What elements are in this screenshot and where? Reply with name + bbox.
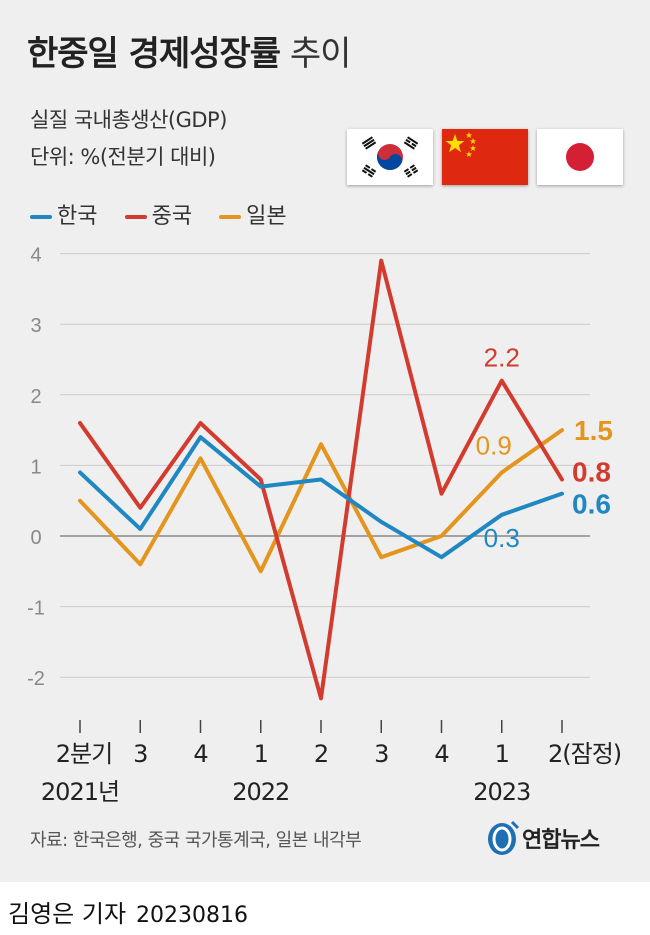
x-tick-label: 4: [434, 740, 448, 768]
legend-label-china: 중국: [151, 204, 193, 229]
data-label: 0.6: [572, 489, 611, 520]
yonhap-logo-icon: [488, 820, 520, 855]
publish-date: 20230816: [136, 903, 249, 928]
x-tick-label: 1: [254, 740, 268, 768]
china-flag-icon: [442, 129, 528, 185]
page-title: 한중일 경제성장률 추이: [27, 26, 352, 75]
y-tick-label: -1: [27, 598, 45, 620]
x-tick-label: 3: [133, 740, 147, 768]
legend-swatch-china: [124, 215, 147, 219]
legend: 한국 중국 일본: [30, 198, 309, 230]
data-label: 2.2: [484, 343, 520, 373]
reporter-name: 김영은 기자: [8, 900, 127, 928]
source-note: 자료: 한국은행, 중국 국가통계국, 일본 내각부: [30, 830, 362, 851]
series-line-0: [78, 435, 564, 560]
y-tick-label: -2: [27, 668, 45, 690]
logo-text: 연합뉴스: [522, 828, 600, 853]
legend-swatch-japan: [219, 215, 242, 219]
legend-label-japan: 일본: [246, 204, 287, 229]
south-korea-flag-icon: [347, 129, 433, 185]
legend-item-china: 중국: [124, 198, 193, 230]
legend-swatch-korea: [30, 215, 52, 219]
y-tick-label: 4: [30, 245, 41, 267]
data-label: 1.5: [574, 415, 613, 446]
y-tick-label: 2: [30, 386, 41, 408]
title-bold: 한중일 경제성장률: [27, 34, 281, 74]
data-label: 0.9: [476, 430, 512, 460]
y-tick-label: 1: [30, 456, 41, 478]
unit-label: 단위: %(전분기 대비): [30, 145, 216, 169]
y-tick-label: 0: [30, 527, 41, 549]
x-tick-label: 2분기: [56, 740, 112, 768]
yonhap-logo: 연합뉴스: [486, 818, 600, 858]
y-tick-label: 3: [30, 315, 41, 337]
x-tick-label: 1: [495, 740, 509, 768]
x-tick-label: 4: [193, 740, 207, 768]
x-tick-label: 3: [374, 740, 388, 768]
series-line-2: [78, 428, 564, 574]
year-label: 2022: [232, 778, 289, 806]
year-label: 2021년: [41, 778, 119, 806]
legend-item-japan: 일본: [219, 198, 287, 230]
legend-item-korea: 한국: [30, 198, 97, 230]
line-chart: 4 3 2 1 0 -1 -2 2분기 3 4 1 2 3 4 1 2(잠정) 2021년 2022 2023 0.3…: [27, 245, 622, 806]
infographic-card: 한중일 경제성장률 추이 실질 국내총생산(GDP) 단위: %(전분기 대비): [0, 0, 650, 882]
year-label: 2023: [473, 778, 530, 806]
japan-flag-icon: [537, 129, 623, 185]
legend-label-korea: 한국: [57, 204, 98, 229]
data-label: 0.8: [572, 457, 611, 488]
title-light: 추이: [289, 34, 352, 74]
x-tick-label: 2: [314, 740, 328, 768]
byline: 김영은 기자 20230816: [8, 894, 248, 929]
x-tick-label: 2(잠정): [548, 740, 621, 768]
series-line-1: [78, 258, 564, 701]
subtitle: 실질 국내총생산(GDP): [30, 108, 227, 132]
data-label: 0.3: [484, 523, 520, 553]
